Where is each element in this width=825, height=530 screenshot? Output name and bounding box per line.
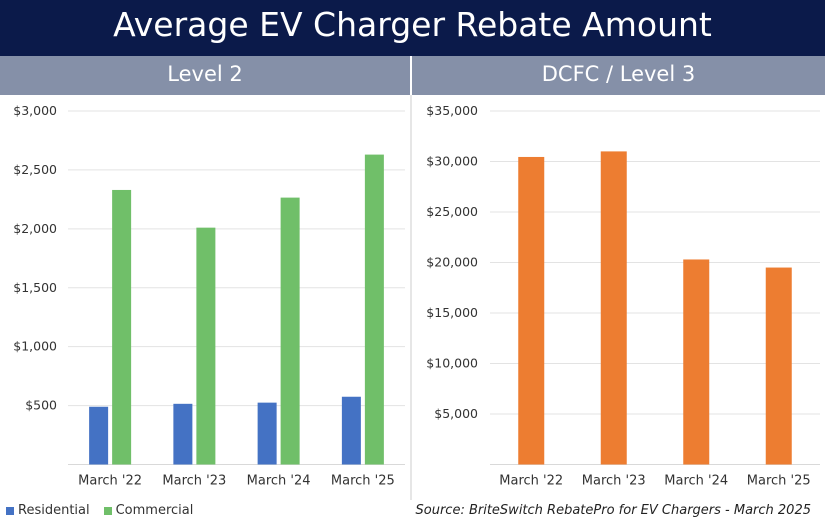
y-tick-label: $2,500 [13, 162, 57, 177]
y-tick-label: $10,000 [426, 356, 478, 371]
charts: $500 $1,000 $1,500 $2,000 $2,500 $3,000 March … [13, 95, 820, 500]
y-tick-label: $15,000 [426, 305, 478, 320]
y-tick-label: $3,000 [13, 103, 57, 118]
left-chart-title: Level 2 [0, 56, 410, 95]
bar-residential-1 [173, 403, 193, 465]
bar-dcfc-0 [518, 156, 545, 465]
bar-commercial-1 [196, 227, 216, 465]
bar-dcfc-1 [600, 151, 627, 465]
y-tick-label: $30,000 [426, 154, 478, 169]
x-tick-label: March '24 [664, 474, 728, 489]
right-chart-title: DCFC / Level 3 [412, 56, 825, 95]
y-tick-label: $5,000 [434, 406, 478, 421]
y-tick-label: $2,000 [13, 221, 57, 236]
source-note: Source: BriteSwitch RebatePro for EV Cha… [415, 503, 811, 518]
x-tick-label: March '25 [747, 474, 811, 489]
legend-swatch-commercial [103, 506, 112, 515]
bar-dcfc-2 [683, 259, 710, 465]
x-tick-label: March '23 [162, 474, 226, 489]
x-tick-label: March '22 [499, 474, 563, 489]
bar-commercial-0 [112, 189, 132, 465]
y-tick-label: $35,000 [426, 103, 478, 118]
legend-swatch-residential [6, 506, 14, 515]
bar-dcfc-3 [765, 267, 792, 465]
x-tick-label: March '25 [331, 474, 395, 489]
legend-residential: Residential [18, 503, 90, 518]
y-tick-label: $500 [25, 398, 57, 413]
x-tick-label: March '22 [78, 474, 142, 489]
bar-residential-2 [257, 402, 277, 465]
bar-residential-3 [341, 396, 361, 465]
bar-commercial-2 [280, 197, 300, 465]
legend: Residential Commercial [6, 503, 193, 518]
bar-commercial-3 [364, 154, 384, 465]
legend-commercial: Commercial [115, 503, 194, 518]
page-title: Average EV Charger Rebate Amount [0, 0, 825, 56]
x-tick-label: March '23 [582, 474, 646, 489]
y-tick-label: $20,000 [426, 255, 478, 270]
y-tick-label: $1,000 [13, 339, 57, 354]
y-tick-label: $1,500 [13, 280, 57, 295]
y-tick-label: $25,000 [426, 204, 478, 219]
x-tick-label: March '24 [247, 474, 311, 489]
bar-residential-0 [89, 406, 109, 465]
